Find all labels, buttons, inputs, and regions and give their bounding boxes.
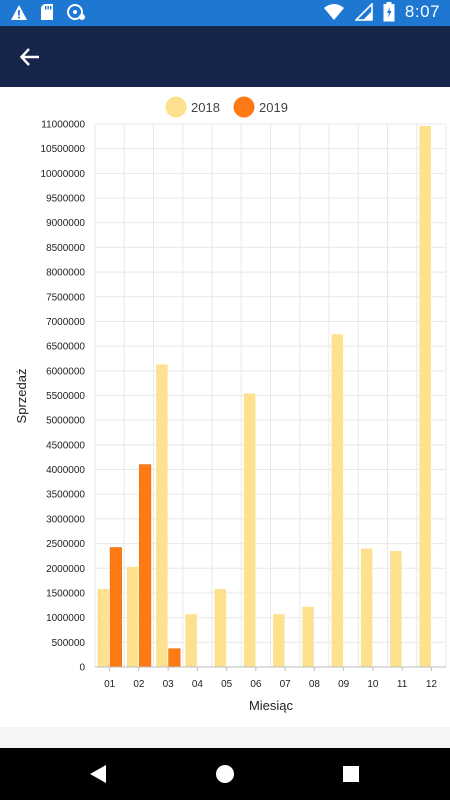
chart-panel: 0 500000 1000000 1500000 2000000 2500000 30000…	[0, 87, 450, 727]
recents-square-icon[interactable]	[339, 762, 363, 786]
sync-icon	[67, 4, 85, 20]
y-tick-label: 2000000	[46, 564, 85, 575]
x-tick-label: 04	[192, 679, 204, 690]
y-tick-label: 5500000	[46, 391, 85, 402]
y-tick-label: 1500000	[46, 588, 85, 599]
y-tick-label: 8500000	[46, 243, 85, 254]
x-axis-label: Miesiąc	[249, 698, 294, 713]
y-tick-label: 7000000	[46, 317, 85, 328]
x-tick-label: 11	[397, 679, 408, 690]
x-tick-label: 12	[426, 679, 438, 690]
bar-2018-10	[360, 548, 373, 667]
y-tick-label: 500000	[52, 638, 86, 649]
y-tick-label: 1000000	[46, 613, 85, 624]
bar-2018-12	[419, 125, 431, 667]
bar-2018-11	[390, 550, 402, 667]
status-time: 8:07	[404, 2, 440, 21]
y-tick-label: 2500000	[46, 539, 85, 550]
y-axis-label: Sprzedaż	[14, 369, 29, 424]
x-tick-label: 01	[104, 679, 116, 690]
bar-2018-07	[273, 614, 285, 667]
y-tick-label: 10500000	[41, 144, 86, 155]
y-tick-label: 3000000	[46, 514, 85, 525]
y-tick-label: 3500000	[46, 490, 85, 501]
wifi-icon	[323, 4, 344, 20]
legend-label-2019: 2019	[259, 100, 288, 115]
sales-chart: 0 500000 1000000 1500000 2000000 2500000 30000…	[14, 96, 447, 713]
legend-marker-2019	[233, 96, 255, 118]
x-tick-label: 02	[133, 679, 145, 690]
bar-2018-05	[214, 589, 227, 667]
navigation-bar	[0, 748, 450, 800]
legend-label-2018: 2018	[191, 100, 220, 115]
bar-2018-01	[97, 589, 110, 667]
signal-icon	[354, 3, 373, 21]
bar-2019-03	[168, 648, 181, 668]
sd-card-icon	[41, 4, 53, 20]
app-bar	[0, 26, 450, 87]
bar-2019-01	[109, 547, 122, 668]
x-tick-label: 05	[221, 679, 233, 690]
bar-2018-08	[302, 606, 314, 667]
x-tick-label: 10	[367, 679, 379, 690]
status-bar: 8:07	[0, 0, 450, 26]
battery-icon	[383, 2, 395, 22]
y-tick-label: 4000000	[46, 465, 85, 476]
y-tick-label: 7500000	[46, 292, 85, 303]
chart-axes: 0 500000 1000000 1500000 2000000 2500000 30000…	[41, 120, 446, 690]
bar-2018-02	[126, 566, 139, 667]
bar-2018-04	[185, 614, 197, 667]
back-button[interactable]	[12, 39, 48, 75]
bar-2019-02	[139, 464, 152, 668]
chart-legend: 2018 2019	[165, 96, 288, 118]
home-circle-icon[interactable]	[213, 762, 237, 786]
y-tick-label: 8000000	[46, 268, 85, 279]
x-tick-label: 03	[163, 679, 175, 690]
y-tick-label: 6000000	[46, 366, 85, 377]
bar-2018-06	[243, 393, 256, 667]
bar-2018-03	[156, 364, 168, 667]
y-tick-label: 4500000	[46, 440, 85, 451]
x-tick-label: 07	[280, 679, 292, 690]
arrow-left-icon	[19, 48, 39, 66]
x-tick-label: 06	[250, 679, 262, 690]
x-tick-label: 08	[309, 679, 321, 690]
y-tick-label: 9500000	[46, 194, 85, 205]
chart-bars	[97, 125, 431, 668]
y-tick-label: 9000000	[46, 218, 85, 229]
y-tick-label: 6500000	[46, 342, 85, 353]
back-triangle-icon[interactable]	[86, 762, 110, 786]
y-tick-label: 0	[79, 663, 85, 674]
y-tick-label: 5000000	[46, 416, 85, 427]
warning-icon	[11, 4, 27, 20]
bottom-gap	[0, 727, 450, 748]
legend-marker-2018	[165, 96, 187, 118]
bar-2018-09	[331, 334, 344, 667]
y-tick-label: 10000000	[41, 169, 86, 180]
x-tick-label: 09	[338, 679, 350, 690]
y-tick-label: 11000000	[41, 120, 85, 131]
